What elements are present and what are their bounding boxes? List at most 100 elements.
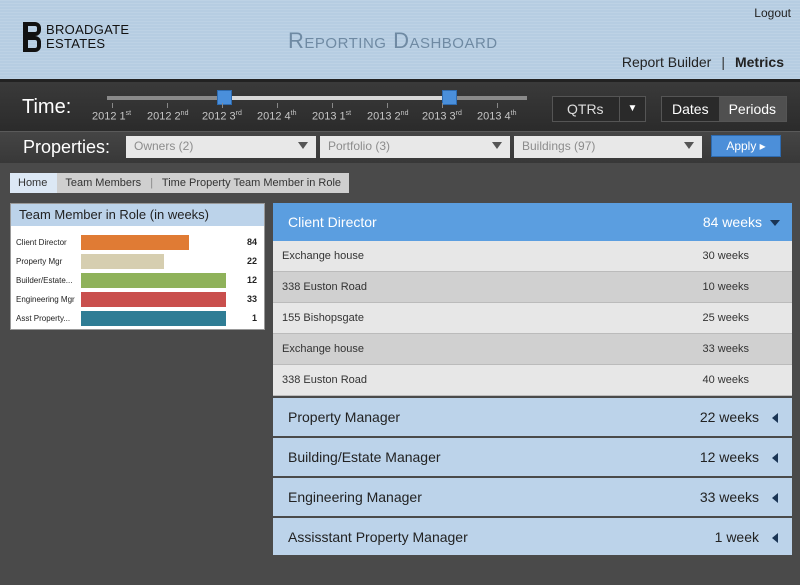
summary-bar [81,253,164,269]
summary-label: Client Director [16,237,67,247]
summary-row: Client Director 84 [16,234,261,250]
owners-value: Owners (2) [134,139,194,153]
properties-label: Properties: [23,137,111,157]
periods-toggle-button[interactable]: Periods [718,97,787,121]
top-nav: Report Builder | Metrics [622,54,784,70]
section-value: 1 week [714,529,759,545]
time-tick: 2012 1st [92,103,147,123]
buildings-select[interactable]: Buildings (97) [514,136,702,158]
summary-label: Property Mgr [16,256,63,266]
property-weeks: 10 weeks [702,281,749,293]
report-builder-link[interactable]: Report Builder [621,54,712,70]
time-filter-bar: Time: 2012 1st 2012 2nd 2012 3rd 2012 4th 20… [0,79,800,131]
summary-bar [81,310,226,326]
owners-select[interactable]: Owners (2) [126,136,316,158]
summary-label: Asst Property... [16,313,71,323]
summary-bar [81,291,226,307]
buildings-value: Buildings (97) [522,139,596,153]
granularity-select[interactable]: QTRs ▼ [552,96,646,122]
section-name: Building/Estate Manager [288,449,441,465]
section-value: 12 weeks [699,449,759,465]
property-weeks: 40 weeks [702,374,749,386]
accordion-header[interactable]: Engineering Manager 33 weeks [273,476,792,516]
property-row[interactable]: Exchange house 30 weeks [273,241,792,272]
role-accordion: Client Director 84 weeks Exchange house 3… [273,203,792,555]
summary-value: 1 [251,313,257,323]
accordion-header-client-director[interactable]: Client Director 84 weeks [273,203,792,241]
property-weeks: 33 weeks [702,343,749,355]
chevron-down-icon[interactable]: ▼ [619,97,645,121]
page-title: Reporting Dashboard [288,28,498,53]
property-name: 338 Euston Road [282,374,368,386]
caret-left-icon [772,453,778,463]
summary-card: Team Member in Role (in weeks) Client Di… [10,203,265,330]
app-header: BROADGATE ESTATES Reporting Dashboard Lo… [0,0,800,79]
property-weeks: 25 weeks [702,312,749,324]
time-range-fill [224,96,449,100]
summary-value: 33 [246,294,257,304]
summary-card-title: Team Member in Role (in weeks) [11,204,264,226]
summary-label: Engineering Mgr [16,294,75,304]
accordion-header[interactable]: Assisstant Property Manager 1 week [273,516,792,555]
properties-filter-bar: Properties: Owners (2) Portfolio (3) Bui… [0,131,800,163]
summary-row: Property Mgr 22 [16,253,261,269]
breadcrumb-home[interactable]: Home [10,173,58,193]
company-logo[interactable]: BROADGATE ESTATES [22,22,129,52]
caret-left-icon [772,533,778,543]
time-label: Time: [22,96,72,118]
summary-row: Engineering Mgr 33 [16,291,261,307]
expanded-rows: Exchange house 30 weeks 338 Euston Road 10 … [273,241,792,396]
accordion-header[interactable]: Building/Estate Manager 12 weeks [273,436,792,476]
breadcrumb-separator: | [150,177,154,189]
section-value: 84 weeks [702,214,762,230]
time-tick: 2013 3rd [422,103,477,123]
breadcrumb-current: Time Property Team Member in Role [161,177,342,189]
section-name: Property Manager [288,409,401,425]
time-range-slider[interactable] [107,90,527,105]
logout-link[interactable]: Logout [754,6,791,20]
logo-line-1: BROADGATE [46,22,130,37]
section-name: Assisstant Property Manager [288,529,468,545]
property-row[interactable]: Exchange house 33 weeks [273,334,792,365]
summary-bar [81,272,226,288]
date-mode-toggle: Dates Periods [661,96,788,122]
nav-separator: | [721,54,725,70]
portfolio-value: Portfolio (3) [328,139,391,153]
time-tick: 2012 2nd [147,103,202,123]
property-weeks: 30 weeks [702,250,749,262]
caret-left-icon [772,413,778,423]
metrics-link[interactable]: Metrics [734,54,784,70]
time-ticks: 2012 1st 2012 2nd 2012 3rd 2012 4th 2013 1st… [92,103,532,123]
summary-value: 84 [246,237,257,247]
property-row[interactable]: 338 Euston Road 10 weeks [273,272,792,303]
range-start-handle[interactable] [217,90,232,105]
caret-left-icon [772,493,778,503]
property-row[interactable]: 338 Euston Road 40 weeks [273,365,792,396]
portfolio-select[interactable]: Portfolio (3) [320,136,510,158]
section-name: Engineering Manager [288,489,422,505]
summary-row: Asst Property... 1 [16,310,261,326]
summary-row: Builder/Estate... 12 [16,272,261,288]
chevron-down-icon [684,142,694,149]
accordion-header[interactable]: Property Manager 22 weeks [273,396,792,436]
collapsed-sections: Property Manager 22 weeks Building/Estate … [273,396,792,555]
logo-line-2: ESTATES [46,36,106,51]
section-name: Client Director [288,214,377,230]
dates-toggle-button[interactable]: Dates [662,97,719,121]
property-name: Exchange house [282,343,364,355]
time-tick: 2013 1st [312,103,367,123]
summary-bar [81,234,189,250]
range-end-handle[interactable] [442,90,457,105]
summary-value: 12 [246,275,257,285]
chevron-down-icon [298,142,308,149]
time-tick: 2012 4th [257,103,312,123]
time-tick: 2012 3rd [202,103,257,123]
logo-icon [22,22,42,52]
property-name: 338 Euston Road [282,281,368,293]
breadcrumb-team-members[interactable]: Team Members [65,177,142,189]
property-row[interactable]: 155 Bishopsgate 25 weeks [273,303,792,334]
property-name: 155 Bishopsgate [282,312,364,324]
apply-button[interactable]: Apply ▸ [711,135,781,157]
section-value: 22 weeks [699,409,759,425]
property-name: Exchange house [282,250,364,262]
